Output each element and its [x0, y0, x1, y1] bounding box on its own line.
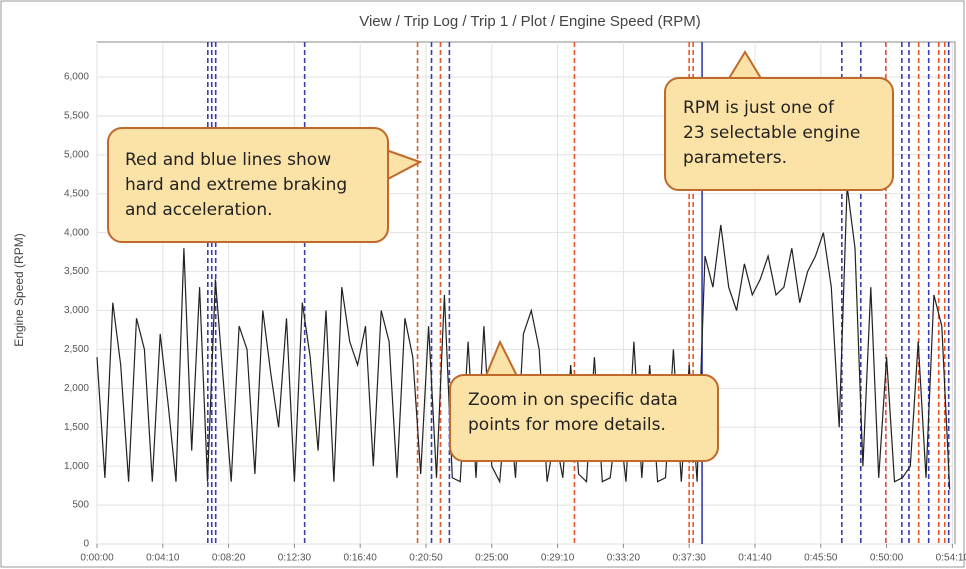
y-tick-label: 3,000	[64, 305, 89, 316]
callout-text: 23 selectable engine	[683, 123, 860, 143]
callout-text: and acceleration.	[125, 200, 273, 220]
callout-text: hard and extreme braking	[125, 175, 347, 195]
x-tick-label: 0:04:10	[146, 553, 180, 564]
y-tick-label: 500	[72, 500, 89, 511]
y-tick-label: 1,000	[64, 461, 89, 472]
y-tick-label: 5,000	[64, 149, 89, 160]
callouts: Red and blue lines show hard and extreme …	[107, 50, 894, 462]
y-tick-label: 0	[83, 539, 89, 550]
y-axis-label: Engine Speed (RPM)	[12, 233, 26, 346]
y-tick-label: 2,000	[64, 383, 89, 394]
x-tick-label: 0:54:10	[936, 553, 966, 564]
x-tick-label: 0:41:40	[738, 553, 772, 564]
callout-text: Zoom in on specific data	[468, 390, 678, 410]
x-tick-label: 0:37:30	[672, 553, 706, 564]
y-tick-label: 4,500	[64, 188, 89, 199]
x-tick-label: 0:29:10	[541, 553, 575, 564]
x-tick-label: 0:25:00	[475, 553, 509, 564]
x-tick-label: 0:00:00	[80, 553, 114, 564]
callout-text: Red and blue lines show	[125, 150, 331, 170]
y-tick-label: 6,000	[64, 72, 89, 83]
x-tick-label: 0:50:00	[870, 553, 904, 564]
y-tick-label: 2,500	[64, 344, 89, 355]
x-tick-label: 0:12:30	[278, 553, 312, 564]
y-tick-label: 4,000	[64, 227, 89, 238]
x-tick-label: 0:16:40	[344, 553, 378, 564]
x-tick-label: 0:33:20	[607, 553, 641, 564]
callout-text: parameters.	[683, 148, 787, 168]
callout	[449, 374, 719, 462]
callout-text: RPM is just one of	[683, 98, 835, 118]
x-tick-label: 0:20:50	[409, 553, 443, 564]
rpm-line	[96, 185, 951, 490]
y-tick-label: 5,500	[64, 111, 89, 122]
callout	[107, 127, 389, 243]
x-tick-label: 0:08:20	[212, 553, 246, 564]
y-tick-label: 3,500	[64, 266, 89, 277]
chart-title: View / Trip Log / Trip 1 / Plot / Engine…	[359, 13, 701, 30]
callout	[664, 77, 894, 191]
y-tick-label: 1,500	[64, 422, 89, 433]
x-tick-label: 0:45:50	[804, 553, 838, 564]
callout-text: points for more details.	[468, 415, 666, 435]
